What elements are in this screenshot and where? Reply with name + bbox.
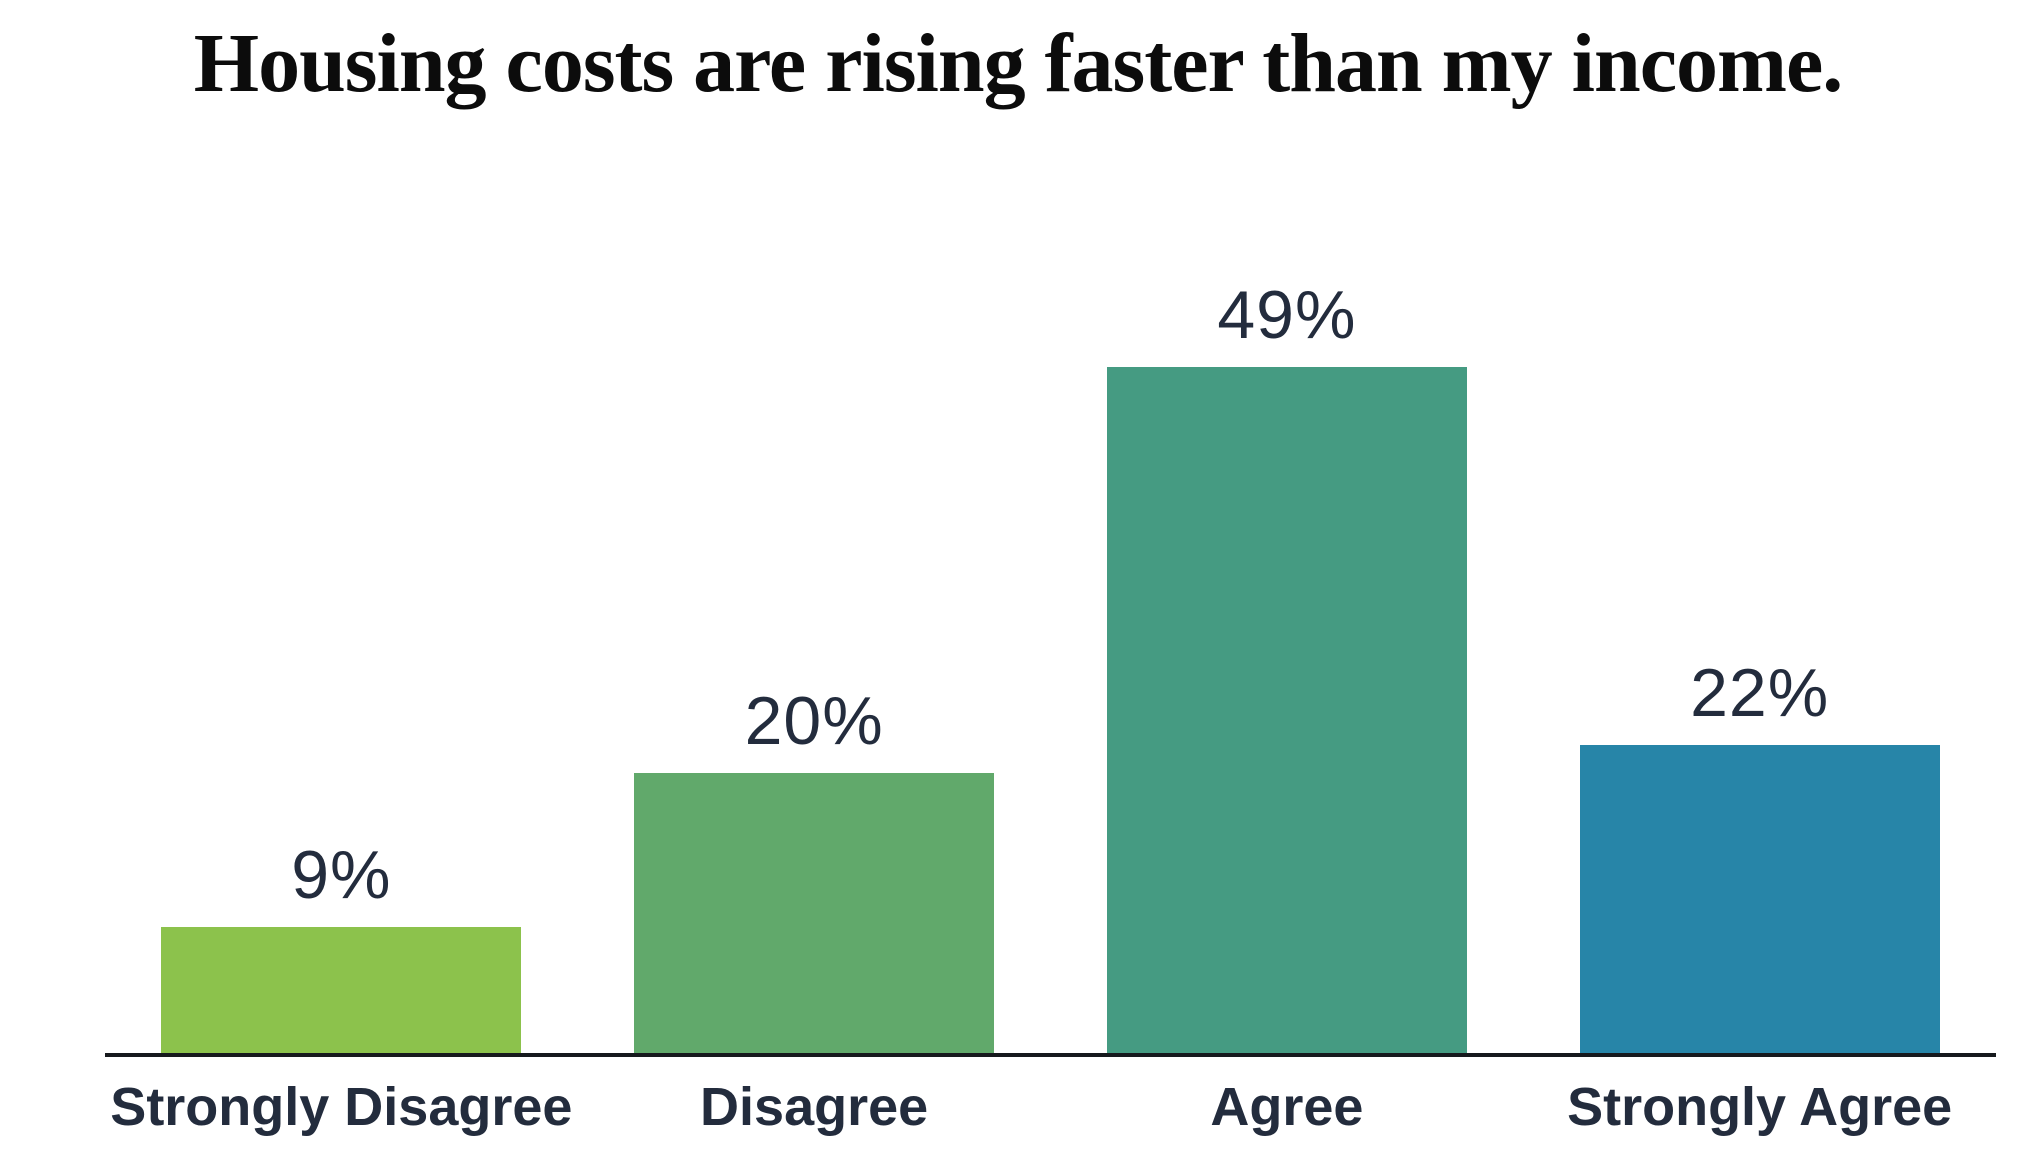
bar-agree [1106,367,1467,1053]
value-label-strongly-disagree: 9% [291,837,392,913]
bar-disagree [634,773,995,1053]
category-labels: Strongly Disagree Disagree Agree Strongly A… [105,1080,1996,1134]
category-label-strongly-agree: Strongly Agree [1567,1077,1953,1137]
bar-group-strongly-disagree: 9% [105,150,578,1053]
category-label-agree: Agree [1210,1077,1364,1137]
value-label-disagree: 20% [744,683,884,759]
bar-group-agree: 49% [1051,150,1524,1053]
bar-group-disagree: 20% [578,150,1051,1053]
bar-group-strongly-agree: 22% [1523,150,1996,1053]
bar-strongly-agree [1579,745,1940,1053]
category-label-disagree: Disagree [700,1077,929,1137]
x-axis-line [105,1053,1996,1057]
value-label-agree: 49% [1217,277,1357,353]
page-title: Housing costs are rising faster than my … [193,17,1844,110]
plot-area: 9% 20% 49% 22% [105,150,1996,1053]
value-label-strongly-agree: 22% [1690,655,1830,731]
category-label-strongly-disagree: Strongly Disagree [110,1077,573,1137]
bar-strongly-disagree [161,927,522,1053]
